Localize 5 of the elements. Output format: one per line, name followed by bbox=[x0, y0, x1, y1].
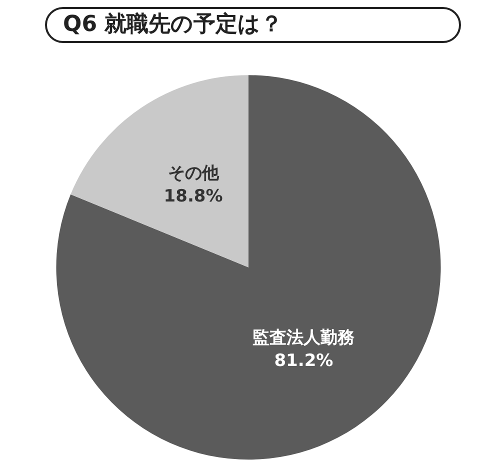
slice-label: その他 bbox=[168, 164, 220, 184]
data-label: 81.2% bbox=[274, 351, 334, 372]
slice-label: 監査法人勤務 bbox=[252, 328, 355, 348]
chart-title: Q6 就職先の予定は？ bbox=[45, 7, 461, 43]
data-label: 18.8% bbox=[164, 186, 223, 207]
